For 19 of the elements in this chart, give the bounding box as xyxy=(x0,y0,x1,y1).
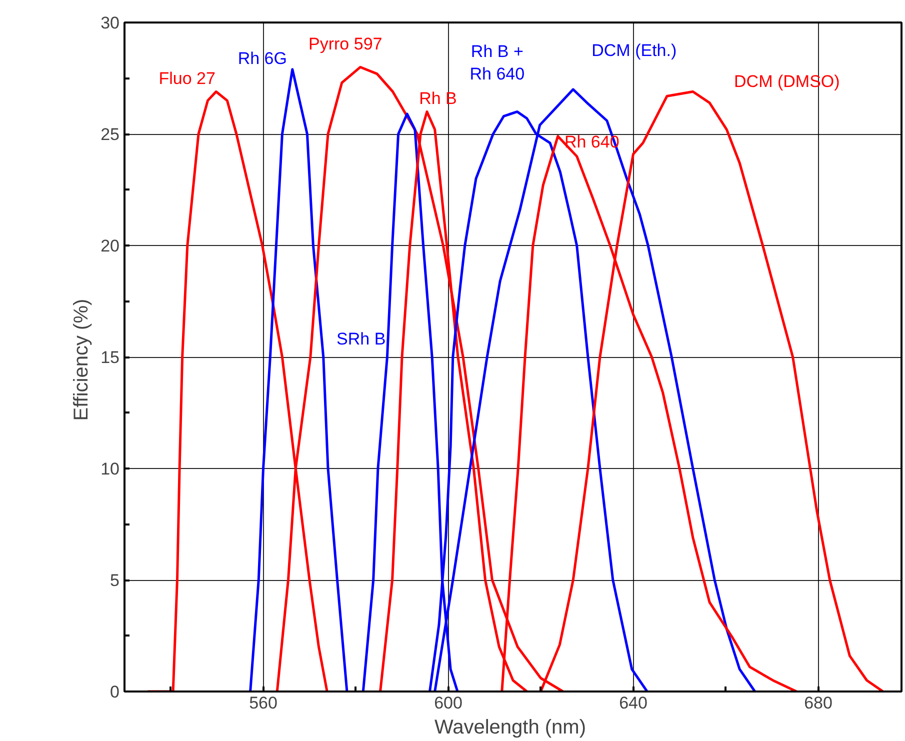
y-tick-label: 5 xyxy=(110,571,120,590)
x-tick-label: 560 xyxy=(249,694,278,712)
series-label: Pyrro 597 xyxy=(308,34,382,54)
series-label: SRh B xyxy=(336,329,386,348)
series-label: Rh B + Rh 640 xyxy=(470,42,525,84)
y-tick-label: 30 xyxy=(100,14,120,32)
x-tick-label: 600 xyxy=(434,694,462,712)
text: DCM (Eth.) xyxy=(592,40,677,60)
y-tick-label: 15 xyxy=(100,348,120,367)
y-tick-label: 25 xyxy=(100,125,120,144)
y-axis-title: Efficiency (%) xyxy=(70,298,93,421)
x-tick-label: 680 xyxy=(804,694,832,712)
series-label: Fluo 27 xyxy=(158,69,216,88)
y-tick-label: 10 xyxy=(100,460,120,478)
y-tick-label: 20 xyxy=(100,236,120,256)
x-axis-title: Wavelength (nm) xyxy=(434,716,586,738)
series-label: Rh 6G xyxy=(238,48,287,68)
x-tick-label: 640 xyxy=(619,694,648,712)
y-tick-label: 0 xyxy=(110,682,120,702)
